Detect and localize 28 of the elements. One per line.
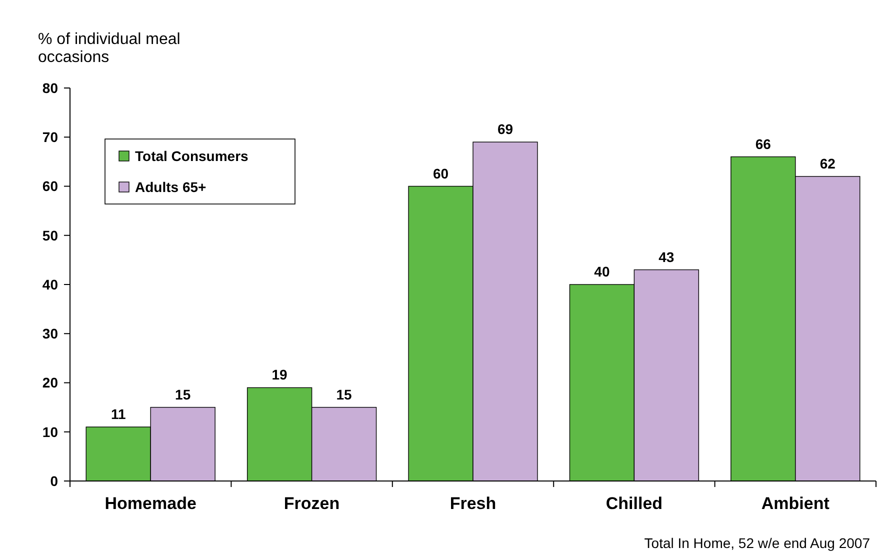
y-tick-label: 20 — [42, 374, 58, 391]
x-tick-label: Ambient — [761, 494, 830, 513]
data-label: 15 — [336, 386, 352, 402]
y-tick-label: 80 — [42, 80, 58, 96]
text: Total In Home, 52 w/e end Aug 2007 — [644, 535, 870, 551]
x-tick-label: Chilled — [606, 494, 663, 513]
data-label: 69 — [497, 121, 514, 138]
data-label: 62 — [820, 155, 836, 172]
y-tick-label: 70 — [42, 129, 58, 146]
data-label: 40 — [594, 264, 610, 280]
x-tick-label: Fresh — [450, 494, 496, 513]
x-tick-label: Frozen — [284, 494, 340, 513]
y-tick-label: 30 — [42, 326, 58, 342]
legend-label: Adults 65+ — [135, 179, 206, 195]
data-label: 66 — [755, 136, 772, 152]
data-label: 60 — [432, 165, 449, 182]
x-tick-label: Homemade — [104, 494, 196, 513]
data-label: 19 — [272, 366, 288, 383]
y-tick-label: 40 — [42, 276, 58, 292]
y-tick-label: 10 — [42, 424, 58, 440]
y-tick-label: 50 — [42, 227, 58, 244]
y-tick-label: 60 — [42, 178, 58, 194]
data-label: 15 — [175, 386, 191, 402]
legend-label: Total Consumers — [135, 148, 249, 164]
y-tick-label: 0 — [50, 472, 58, 489]
data-label: 43 — [658, 248, 674, 265]
data-label: 11 — [110, 406, 126, 422]
y-axis-title: % of individual meal occasions — [38, 31, 180, 66]
